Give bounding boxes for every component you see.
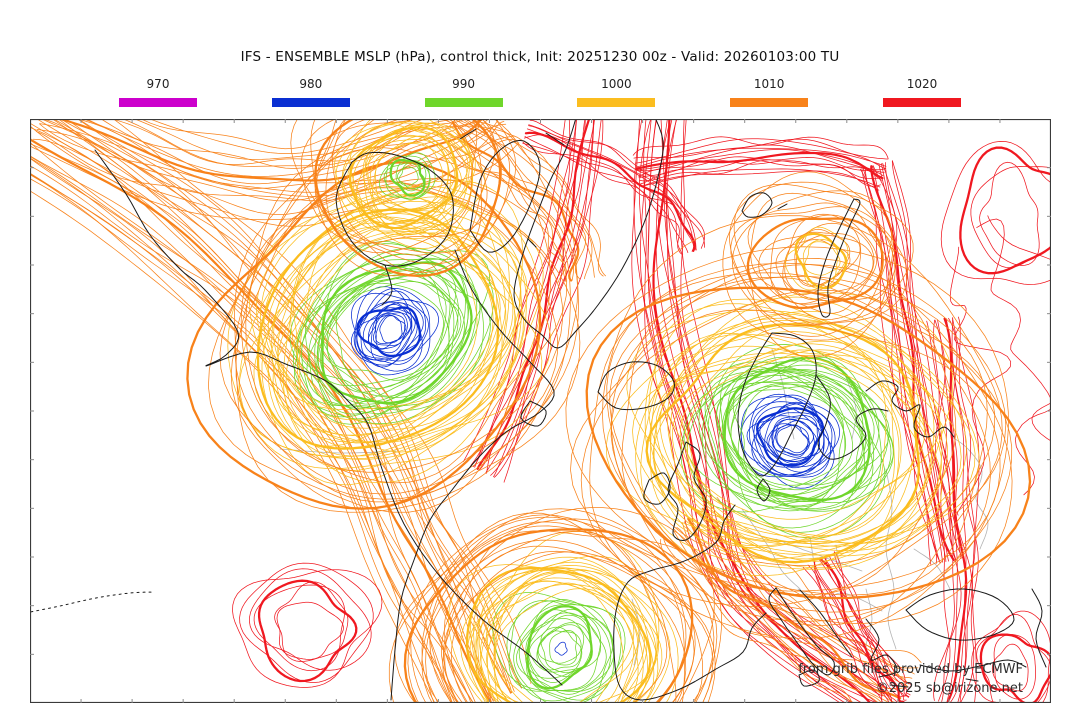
legend-color-bar <box>271 98 350 107</box>
legend-item-1000: 1000 <box>577 77 656 107</box>
legend-color-bar <box>119 98 197 107</box>
legend-item-1010: 1010 <box>730 77 809 107</box>
legend-label: 1010 <box>753 77 785 91</box>
legend-label: 1000 <box>601 77 632 91</box>
legend-item-1020: 1020 <box>882 77 961 107</box>
credit-source: from grib files provided by ECMWF <box>798 662 1023 677</box>
ensemble-contour-map <box>30 119 1051 703</box>
map-panel: from grib files provided by ECMWF ©2025 … <box>30 119 1051 703</box>
legend-label: 980 <box>299 77 323 91</box>
credits: from grib files provided by ECMWF ©2025 … <box>798 660 1023 698</box>
chart-title: IFS - ENSEMBLE MSLP (hPa), control thick… <box>240 49 840 65</box>
legend-label: 1020 <box>906 77 938 91</box>
legend-color-bar <box>882 98 961 107</box>
legend-item-980: 980 <box>271 77 350 107</box>
legend-color-bar <box>424 98 503 107</box>
legend-label: 970 <box>146 77 170 91</box>
legend-color-bar <box>730 98 809 107</box>
legend-color-bar <box>577 98 656 107</box>
legend-item-990: 990 <box>424 77 503 107</box>
credit-copyright: ©2025 sb@irizone.net <box>875 681 1023 696</box>
legend-label: 990 <box>452 77 476 91</box>
legend-item-970: 970 <box>119 77 197 107</box>
pressure-legend: 970 980 990 1000 1010 1020 <box>119 77 961 107</box>
